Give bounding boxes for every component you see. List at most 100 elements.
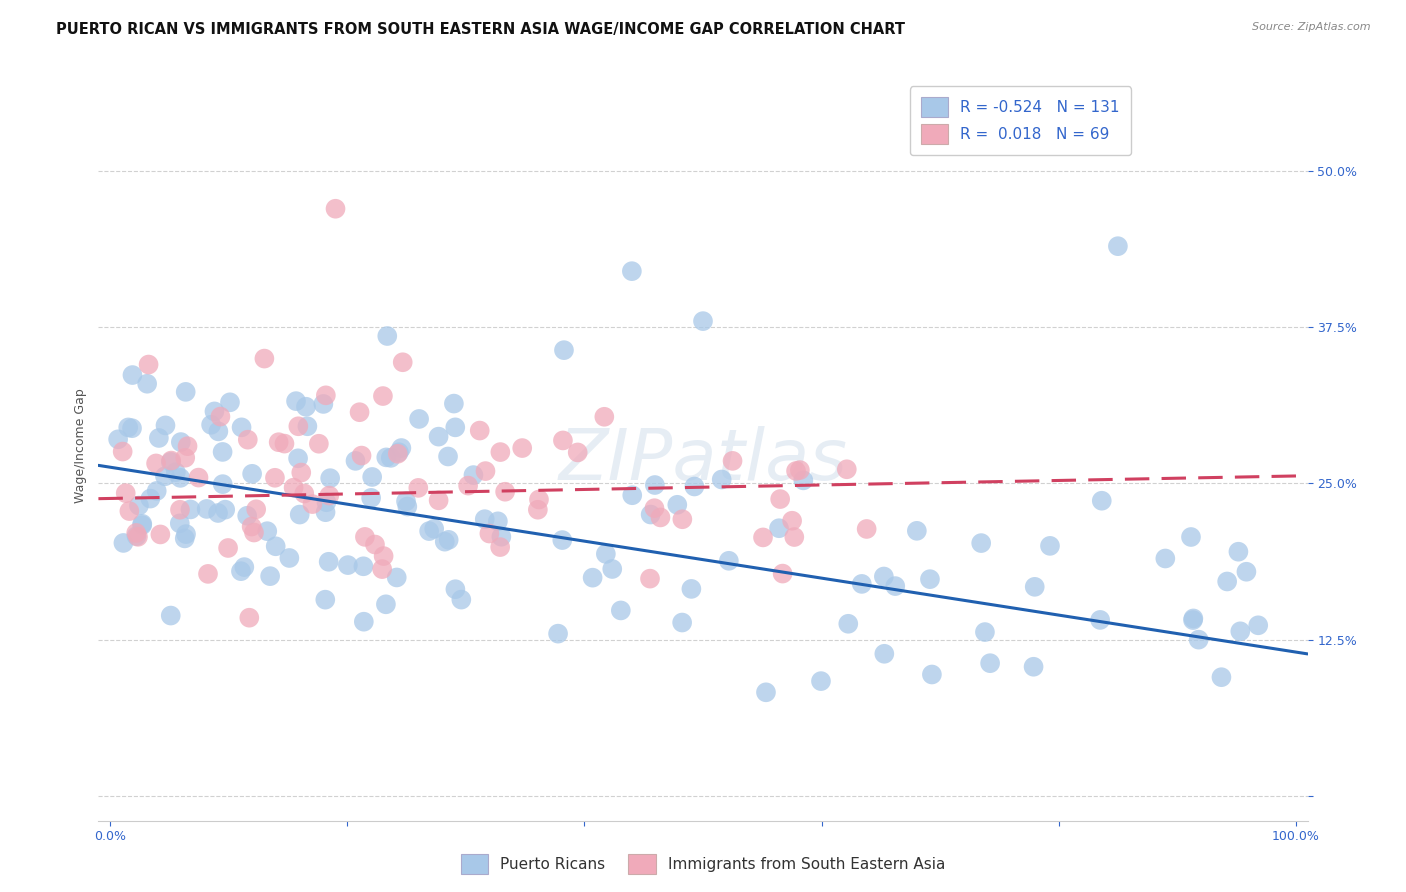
Point xyxy=(118,504,141,518)
Point xyxy=(155,418,177,433)
Point xyxy=(259,569,281,583)
Point xyxy=(209,409,232,424)
Point xyxy=(111,444,134,458)
Point xyxy=(292,486,315,500)
Point xyxy=(236,433,259,447)
Point xyxy=(127,530,149,544)
Point xyxy=(692,314,714,328)
Point xyxy=(551,434,574,448)
Point xyxy=(395,494,418,508)
Point xyxy=(437,533,460,547)
Point xyxy=(643,501,665,516)
Point xyxy=(385,570,408,584)
Point xyxy=(112,536,135,550)
Point xyxy=(1154,551,1177,566)
Point xyxy=(621,488,644,502)
Point xyxy=(717,554,740,568)
Point xyxy=(1039,539,1062,553)
Point xyxy=(149,527,172,541)
Point xyxy=(468,424,491,438)
Point xyxy=(1091,493,1114,508)
Point xyxy=(1216,574,1239,589)
Point xyxy=(233,560,256,574)
Point xyxy=(851,577,873,591)
Point xyxy=(375,329,398,343)
Point xyxy=(387,447,409,461)
Point xyxy=(671,615,693,630)
Point xyxy=(169,502,191,516)
Point xyxy=(443,396,465,410)
Point xyxy=(336,558,359,573)
Point xyxy=(169,516,191,531)
Point xyxy=(325,202,347,216)
Point xyxy=(361,470,384,484)
Point xyxy=(873,569,896,583)
Point xyxy=(835,462,858,476)
Point xyxy=(921,667,943,681)
Point xyxy=(319,471,342,485)
Point xyxy=(121,421,143,435)
Point xyxy=(288,508,311,522)
Point xyxy=(153,469,176,483)
Point xyxy=(553,343,575,358)
Point xyxy=(610,603,633,617)
Point xyxy=(176,439,198,453)
Point xyxy=(666,498,689,512)
Point xyxy=(510,441,533,455)
Point xyxy=(391,355,413,369)
Point xyxy=(457,478,479,492)
Point xyxy=(285,394,308,409)
Point xyxy=(136,376,159,391)
Point xyxy=(315,495,337,509)
Point xyxy=(752,530,775,544)
Point xyxy=(318,489,340,503)
Point xyxy=(243,525,266,540)
Point xyxy=(169,471,191,485)
Legend: Puerto Ricans, Immigrants from South Eastern Asia: Puerto Ricans, Immigrants from South Eas… xyxy=(454,848,952,880)
Point xyxy=(318,555,340,569)
Point xyxy=(240,467,263,481)
Point xyxy=(138,358,160,372)
Point xyxy=(1211,670,1233,684)
Point xyxy=(145,483,167,498)
Point xyxy=(389,441,412,455)
Point xyxy=(640,508,662,522)
Point xyxy=(159,455,181,469)
Point xyxy=(491,530,513,544)
Point xyxy=(364,537,387,551)
Point xyxy=(373,549,395,563)
Point xyxy=(1227,545,1250,559)
Point xyxy=(1229,624,1251,639)
Point xyxy=(211,477,233,491)
Text: PUERTO RICAN VS IMMIGRANTS FROM SOUTH EASTERN ASIA WAGE/INCOME GAP CORRELATION C: PUERTO RICAN VS IMMIGRANTS FROM SOUTH EA… xyxy=(56,22,905,37)
Point xyxy=(474,512,496,526)
Point xyxy=(478,526,501,541)
Point xyxy=(125,529,148,543)
Point xyxy=(783,530,806,544)
Point xyxy=(264,471,287,485)
Point xyxy=(278,551,301,566)
Point xyxy=(170,435,193,450)
Point xyxy=(312,397,335,411)
Point xyxy=(219,395,242,409)
Point xyxy=(1234,565,1257,579)
Point xyxy=(125,525,148,540)
Point xyxy=(620,264,643,278)
Point xyxy=(444,582,467,597)
Point xyxy=(408,481,430,495)
Point xyxy=(855,522,877,536)
Point xyxy=(148,431,170,445)
Point xyxy=(131,516,153,531)
Point xyxy=(371,389,394,403)
Point xyxy=(837,616,859,631)
Point xyxy=(139,491,162,506)
Point xyxy=(785,464,807,478)
Point xyxy=(287,419,309,434)
Point xyxy=(1182,613,1205,627)
Point xyxy=(494,484,516,499)
Point xyxy=(197,566,219,581)
Point xyxy=(974,625,997,640)
Point xyxy=(918,572,941,586)
Point xyxy=(195,502,218,516)
Point xyxy=(721,454,744,468)
